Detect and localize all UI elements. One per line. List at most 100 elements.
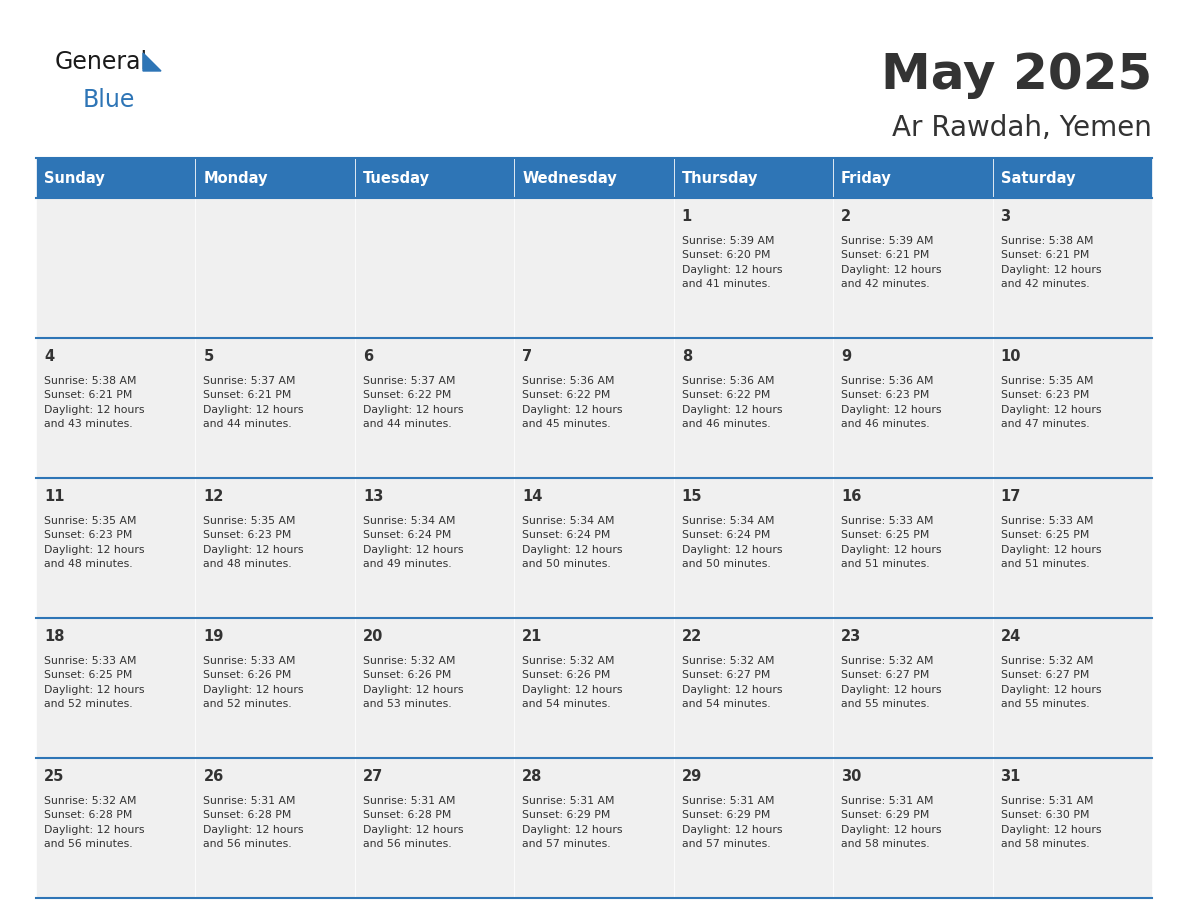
Text: 25: 25 xyxy=(44,769,64,784)
Text: Sunrise: 5:35 AM
Sunset: 6:23 PM
Daylight: 12 hours
and 48 minutes.: Sunrise: 5:35 AM Sunset: 6:23 PM Dayligh… xyxy=(44,516,145,569)
Text: 26: 26 xyxy=(203,769,223,784)
Text: 11: 11 xyxy=(44,489,64,504)
Text: Sunrise: 5:31 AM
Sunset: 6:29 PM
Daylight: 12 hours
and 57 minutes.: Sunrise: 5:31 AM Sunset: 6:29 PM Dayligh… xyxy=(523,796,623,849)
Text: 8: 8 xyxy=(682,349,691,364)
Text: Sunrise: 5:31 AM
Sunset: 6:29 PM
Daylight: 12 hours
and 57 minutes.: Sunrise: 5:31 AM Sunset: 6:29 PM Dayligh… xyxy=(682,796,782,849)
Text: Sunrise: 5:31 AM
Sunset: 6:28 PM
Daylight: 12 hours
and 56 minutes.: Sunrise: 5:31 AM Sunset: 6:28 PM Dayligh… xyxy=(362,796,463,849)
Bar xyxy=(833,158,992,198)
Text: Monday: Monday xyxy=(203,171,268,185)
Bar xyxy=(36,478,196,618)
Text: Sunrise: 5:31 AM
Sunset: 6:29 PM
Daylight: 12 hours
and 58 minutes.: Sunrise: 5:31 AM Sunset: 6:29 PM Dayligh… xyxy=(841,796,942,849)
Bar xyxy=(833,198,992,338)
Bar xyxy=(992,198,1152,338)
Text: 12: 12 xyxy=(203,489,223,504)
Text: Sunrise: 5:38 AM
Sunset: 6:21 PM
Daylight: 12 hours
and 42 minutes.: Sunrise: 5:38 AM Sunset: 6:21 PM Dayligh… xyxy=(1000,236,1101,289)
Text: 23: 23 xyxy=(841,629,861,644)
Text: May 2025: May 2025 xyxy=(880,51,1152,99)
Text: Sunrise: 5:36 AM
Sunset: 6:22 PM
Daylight: 12 hours
and 45 minutes.: Sunrise: 5:36 AM Sunset: 6:22 PM Dayligh… xyxy=(523,375,623,429)
Text: 31: 31 xyxy=(1000,769,1020,784)
Text: 9: 9 xyxy=(841,349,852,364)
Bar xyxy=(514,758,674,898)
Text: Sunrise: 5:32 AM
Sunset: 6:27 PM
Daylight: 12 hours
and 55 minutes.: Sunrise: 5:32 AM Sunset: 6:27 PM Dayligh… xyxy=(1000,655,1101,709)
Text: Sunrise: 5:36 AM
Sunset: 6:23 PM
Daylight: 12 hours
and 46 minutes.: Sunrise: 5:36 AM Sunset: 6:23 PM Dayligh… xyxy=(841,375,942,429)
Text: Sunrise: 5:37 AM
Sunset: 6:21 PM
Daylight: 12 hours
and 44 minutes.: Sunrise: 5:37 AM Sunset: 6:21 PM Dayligh… xyxy=(203,375,304,429)
Bar xyxy=(196,198,355,338)
Text: Sunrise: 5:34 AM
Sunset: 6:24 PM
Daylight: 12 hours
and 50 minutes.: Sunrise: 5:34 AM Sunset: 6:24 PM Dayligh… xyxy=(682,516,782,569)
Bar xyxy=(833,338,992,478)
Text: 29: 29 xyxy=(682,769,702,784)
Text: 18: 18 xyxy=(44,629,64,644)
Bar xyxy=(355,618,514,758)
Text: 22: 22 xyxy=(682,629,702,644)
Bar xyxy=(36,338,196,478)
Text: Saturday: Saturday xyxy=(1000,171,1075,185)
Bar xyxy=(196,338,355,478)
Text: 4: 4 xyxy=(44,349,55,364)
Bar xyxy=(833,618,992,758)
Text: Sunrise: 5:38 AM
Sunset: 6:21 PM
Daylight: 12 hours
and 43 minutes.: Sunrise: 5:38 AM Sunset: 6:21 PM Dayligh… xyxy=(44,375,145,429)
Text: Sunrise: 5:31 AM
Sunset: 6:30 PM
Daylight: 12 hours
and 58 minutes.: Sunrise: 5:31 AM Sunset: 6:30 PM Dayligh… xyxy=(1000,796,1101,849)
Bar xyxy=(674,338,833,478)
Bar xyxy=(355,338,514,478)
Text: Sunrise: 5:36 AM
Sunset: 6:22 PM
Daylight: 12 hours
and 46 minutes.: Sunrise: 5:36 AM Sunset: 6:22 PM Dayligh… xyxy=(682,375,782,429)
Text: Sunrise: 5:33 AM
Sunset: 6:25 PM
Daylight: 12 hours
and 51 minutes.: Sunrise: 5:33 AM Sunset: 6:25 PM Dayligh… xyxy=(1000,516,1101,569)
Bar xyxy=(196,758,355,898)
Text: Sunrise: 5:31 AM
Sunset: 6:28 PM
Daylight: 12 hours
and 56 minutes.: Sunrise: 5:31 AM Sunset: 6:28 PM Dayligh… xyxy=(203,796,304,849)
Bar xyxy=(196,618,355,758)
Text: 16: 16 xyxy=(841,489,861,504)
Text: Sunday: Sunday xyxy=(44,171,105,185)
Text: 17: 17 xyxy=(1000,489,1020,504)
Text: Sunrise: 5:32 AM
Sunset: 6:26 PM
Daylight: 12 hours
and 53 minutes.: Sunrise: 5:32 AM Sunset: 6:26 PM Dayligh… xyxy=(362,655,463,709)
Bar xyxy=(833,758,992,898)
Text: 24: 24 xyxy=(1000,629,1020,644)
Bar xyxy=(674,758,833,898)
Text: Wednesday: Wednesday xyxy=(523,171,617,185)
Text: Sunrise: 5:34 AM
Sunset: 6:24 PM
Daylight: 12 hours
and 49 minutes.: Sunrise: 5:34 AM Sunset: 6:24 PM Dayligh… xyxy=(362,516,463,569)
Text: 5: 5 xyxy=(203,349,214,364)
Bar xyxy=(355,478,514,618)
Text: 27: 27 xyxy=(362,769,383,784)
Bar xyxy=(514,158,674,198)
Bar xyxy=(514,198,674,338)
Text: Sunrise: 5:33 AM
Sunset: 6:25 PM
Daylight: 12 hours
and 51 minutes.: Sunrise: 5:33 AM Sunset: 6:25 PM Dayligh… xyxy=(841,516,942,569)
Text: Sunrise: 5:39 AM
Sunset: 6:21 PM
Daylight: 12 hours
and 42 minutes.: Sunrise: 5:39 AM Sunset: 6:21 PM Dayligh… xyxy=(841,236,942,289)
Text: Sunrise: 5:37 AM
Sunset: 6:22 PM
Daylight: 12 hours
and 44 minutes.: Sunrise: 5:37 AM Sunset: 6:22 PM Dayligh… xyxy=(362,375,463,429)
Polygon shape xyxy=(143,53,162,71)
Bar xyxy=(514,338,674,478)
Bar xyxy=(674,158,833,198)
Text: 30: 30 xyxy=(841,769,861,784)
Text: 13: 13 xyxy=(362,489,384,504)
Bar xyxy=(992,618,1152,758)
Text: 14: 14 xyxy=(523,489,543,504)
Text: 10: 10 xyxy=(1000,349,1020,364)
Bar xyxy=(833,478,992,618)
Text: 3: 3 xyxy=(1000,209,1011,224)
Text: Sunrise: 5:35 AM
Sunset: 6:23 PM
Daylight: 12 hours
and 48 minutes.: Sunrise: 5:35 AM Sunset: 6:23 PM Dayligh… xyxy=(203,516,304,569)
Text: 28: 28 xyxy=(523,769,543,784)
Bar xyxy=(36,158,196,198)
Text: 21: 21 xyxy=(523,629,543,644)
Text: 7: 7 xyxy=(523,349,532,364)
Text: General: General xyxy=(55,50,148,74)
Bar xyxy=(355,158,514,198)
Text: Sunrise: 5:35 AM
Sunset: 6:23 PM
Daylight: 12 hours
and 47 minutes.: Sunrise: 5:35 AM Sunset: 6:23 PM Dayligh… xyxy=(1000,375,1101,429)
Text: 6: 6 xyxy=(362,349,373,364)
Text: Sunrise: 5:32 AM
Sunset: 6:26 PM
Daylight: 12 hours
and 54 minutes.: Sunrise: 5:32 AM Sunset: 6:26 PM Dayligh… xyxy=(523,655,623,709)
Bar xyxy=(674,198,833,338)
Bar xyxy=(514,478,674,618)
Text: 2: 2 xyxy=(841,209,852,224)
Bar xyxy=(674,618,833,758)
Text: Thursday: Thursday xyxy=(682,171,758,185)
Text: Sunrise: 5:34 AM
Sunset: 6:24 PM
Daylight: 12 hours
and 50 minutes.: Sunrise: 5:34 AM Sunset: 6:24 PM Dayligh… xyxy=(523,516,623,569)
Text: Sunrise: 5:33 AM
Sunset: 6:26 PM
Daylight: 12 hours
and 52 minutes.: Sunrise: 5:33 AM Sunset: 6:26 PM Dayligh… xyxy=(203,655,304,709)
Text: 19: 19 xyxy=(203,629,223,644)
Text: 20: 20 xyxy=(362,629,384,644)
Bar xyxy=(36,618,196,758)
Bar xyxy=(355,758,514,898)
Bar xyxy=(992,478,1152,618)
Bar xyxy=(36,198,196,338)
Text: Tuesday: Tuesday xyxy=(362,171,430,185)
Text: 1: 1 xyxy=(682,209,691,224)
Bar xyxy=(514,618,674,758)
Text: Ar Rawdah, Yemen: Ar Rawdah, Yemen xyxy=(892,114,1152,142)
